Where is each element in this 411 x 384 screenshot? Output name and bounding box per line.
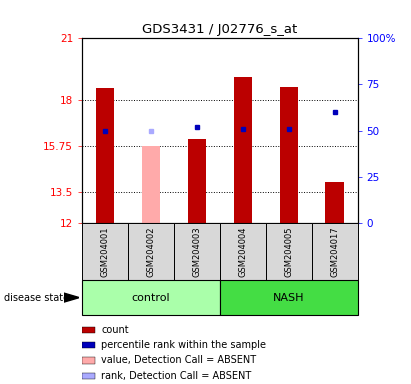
Bar [142,146,160,223]
Bar [326,182,344,223]
Text: GSM204017: GSM204017 [330,226,339,277]
Text: disease state: disease state [4,293,69,303]
Text: control: control [132,293,170,303]
Bar [82,358,95,364]
Bar [82,327,95,333]
Text: GSM204001: GSM204001 [101,226,110,277]
Bar [96,88,114,223]
Bar [174,223,220,280]
Text: GSM204003: GSM204003 [192,226,201,277]
Bar [128,223,174,280]
Text: count: count [102,325,129,335]
Bar [233,77,252,223]
Text: percentile rank within the sample: percentile rank within the sample [102,340,266,350]
Bar [220,223,266,280]
Bar [82,342,95,348]
Text: rank, Detection Call = ABSENT: rank, Detection Call = ABSENT [102,371,252,381]
Bar [82,373,95,379]
Text: GSM204002: GSM204002 [147,226,155,277]
Bar [312,223,358,280]
Bar [279,86,298,223]
Bar [188,139,206,223]
Bar [220,280,358,315]
Text: NASH: NASH [273,293,305,303]
Bar [82,223,128,280]
Text: GSM204004: GSM204004 [238,226,247,277]
Title: GDS3431 / J02776_s_at: GDS3431 / J02776_s_at [142,23,298,36]
Polygon shape [64,293,79,302]
Bar [82,280,220,315]
Bar [266,223,312,280]
Text: GSM204005: GSM204005 [284,226,293,277]
Text: value, Detection Call = ABSENT: value, Detection Call = ABSENT [102,356,256,366]
